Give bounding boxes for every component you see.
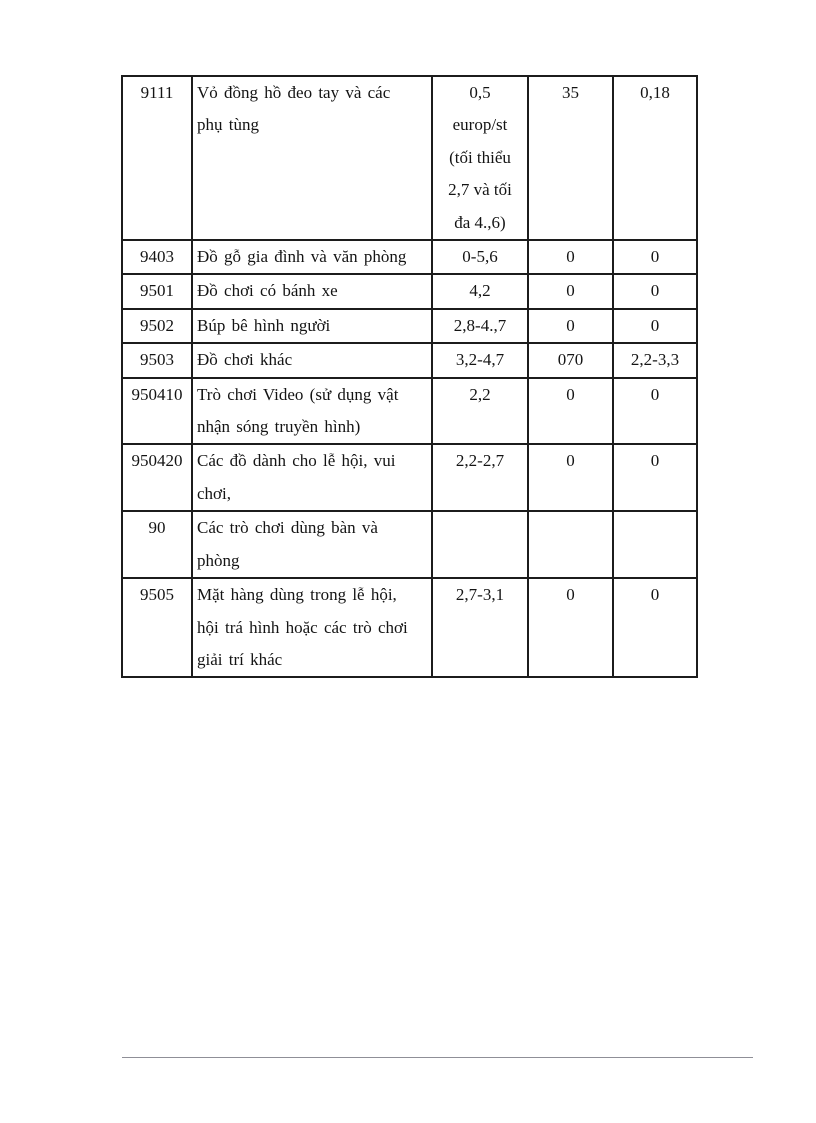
table-row: 90 Các trò chơi dùng bàn và phòng (121, 510, 698, 580)
cell-description: Trò chơi Video (sử dụng vật nhận sóng tr… (191, 376, 433, 446)
table-row: 950410 Trò chơi Video (sử dụng vật nhận … (121, 376, 698, 446)
tariff-table: 9111 Vỏ đồng hồ đeo tay và các phụ tùng … (121, 74, 698, 679)
cell-rate2: 0 (527, 307, 614, 345)
cell-rate3: 0 (612, 307, 698, 345)
cell-rate3: 0 (612, 376, 698, 446)
cell-rate2: 0 (527, 239, 614, 276)
table-row: 9111 Vỏ đồng hồ đeo tay và các phụ tùng … (121, 74, 698, 242)
cell-rate2: 0 (527, 376, 614, 446)
cell-rate3: 0,18 (612, 74, 698, 242)
cell-description: Búp bê hình người (191, 307, 433, 345)
cell-code: 9111 (121, 74, 193, 242)
cell-rate2: 35 (527, 74, 614, 242)
table-row: 9403 Đồ gỗ gia đình và văn phòng 0-5,6 0… (121, 239, 698, 276)
cell-description: Mặt hàng dùng trong lễ hội, hội trá hình… (191, 577, 433, 679)
cell-rate2: 0 (527, 577, 614, 679)
cell-rate3: 0 (612, 273, 698, 310)
cell-code: 950410 (121, 376, 193, 446)
cell-code: 9503 (121, 342, 193, 379)
cell-rate1: 0-5,6 (431, 239, 529, 276)
table-row: 9505 Mặt hàng dùng trong lễ hội, hội trá… (121, 577, 698, 679)
cell-rate1: 2,2-2,7 (431, 443, 529, 513)
cell-description: Đồ gỗ gia đình và văn phòng (191, 239, 433, 276)
cell-description: Đồ chơi có bánh xe (191, 273, 433, 310)
cell-rate1: 4,2 (431, 273, 529, 310)
table-row: 9501 Đồ chơi có bánh xe 4,2 0 0 (121, 273, 698, 310)
cell-rate1: 2,8-4.,7 (431, 307, 529, 345)
table-row: 950420 Các đồ dành cho lễ hội, vui chơi,… (121, 443, 698, 513)
cell-description: Vỏ đồng hồ đeo tay và các phụ tùng (191, 74, 433, 242)
table-row: 9503 Đồ chơi khác 3,2-4,7 070 2,2-3,3 (121, 342, 698, 379)
cell-description: Các đồ dành cho lễ hội, vui chơi, (191, 443, 433, 513)
cell-rate2: 070 (527, 342, 614, 379)
cell-rate3: 0 (612, 443, 698, 513)
cell-description: Đồ chơi khác (191, 342, 433, 379)
cell-code: 9403 (121, 239, 193, 276)
cell-code: 9502 (121, 307, 193, 345)
cell-rate1: 2,2 (431, 376, 529, 446)
cell-description: Các trò chơi dùng bàn và phòng (191, 510, 433, 580)
cell-code: 9501 (121, 273, 193, 310)
cell-rate2: 0 (527, 273, 614, 310)
cell-rate3 (612, 510, 698, 580)
cell-rate3: 0 (612, 577, 698, 679)
cell-rate1 (431, 510, 529, 580)
footer-divider (122, 1057, 753, 1058)
cell-rate1: 2,7-3,1 (431, 577, 529, 679)
cell-rate1: 3,2-4,7 (431, 342, 529, 379)
cell-code: 950420 (121, 443, 193, 513)
cell-rate3: 2,2-3,3 (612, 342, 698, 379)
cell-rate3: 0 (612, 239, 698, 276)
cell-code: 9505 (121, 577, 193, 679)
cell-rate2 (527, 510, 614, 580)
table-row: 9502 Búp bê hình người 2,8-4.,7 0 0 (121, 307, 698, 345)
cell-rate1: 0,5 europ/st (tối thiểu 2,7 và tối đa 4.… (431, 74, 529, 242)
cell-code: 90 (121, 510, 193, 580)
cell-rate2: 0 (527, 443, 614, 513)
